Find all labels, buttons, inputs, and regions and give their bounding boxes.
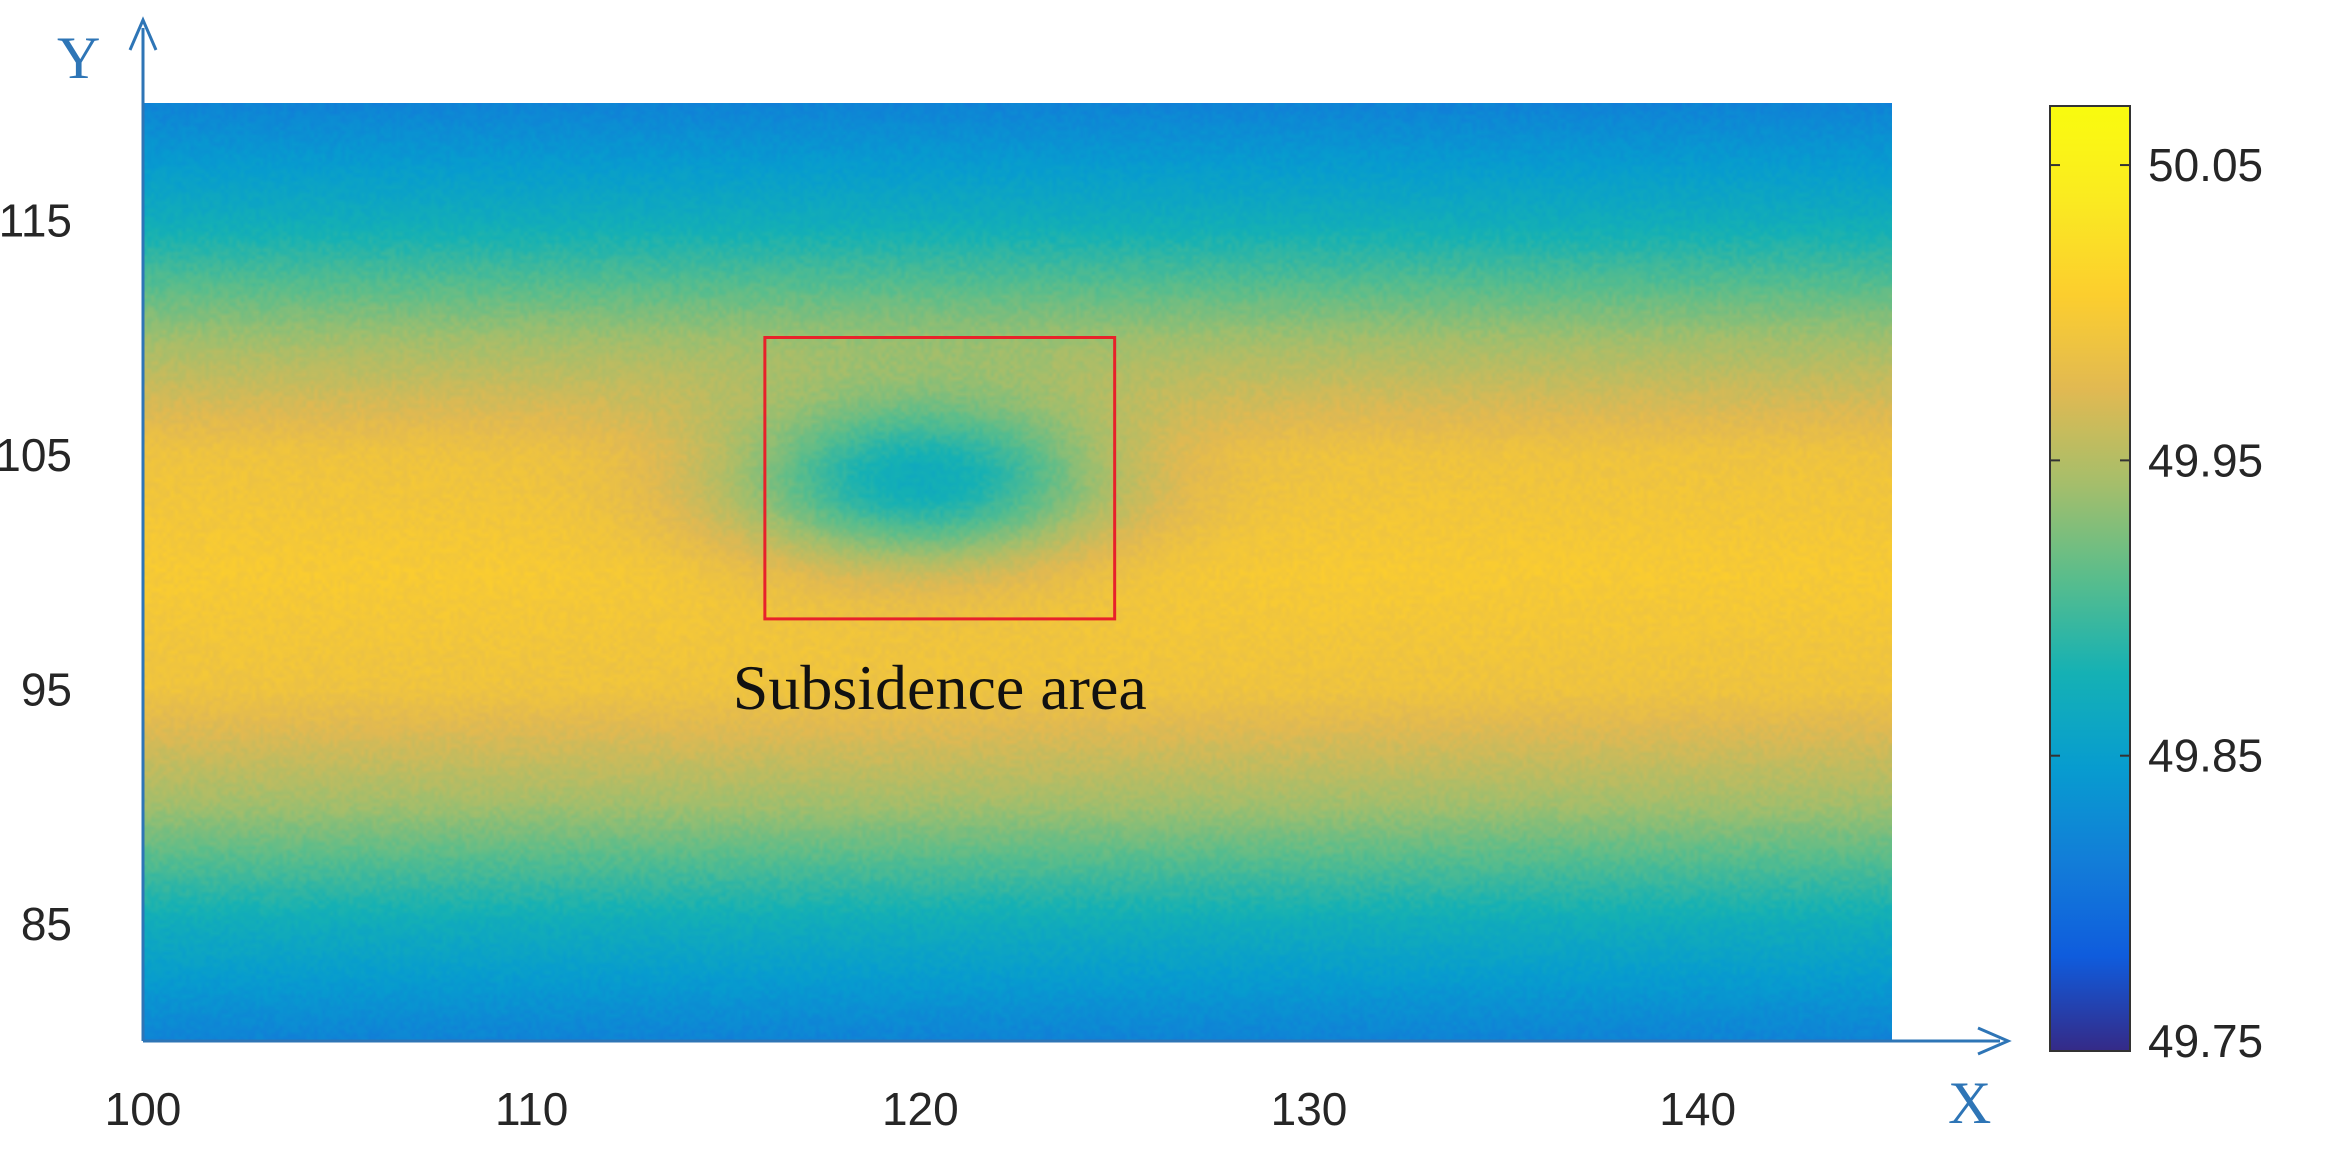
colorbar-tick-label: 49.95 — [2148, 434, 2263, 486]
subsidence-area-box — [763, 336, 1117, 621]
y-tick-label: 85 — [21, 898, 72, 950]
colorbar-tick-labels: 49.75 49.85 49.95 50.05 — [2050, 139, 2263, 1067]
heatmap-image — [143, 103, 1892, 1041]
x-axis-arrow — [1977, 1026, 2012, 1056]
y-tick-label: 105 — [0, 429, 72, 481]
subsidence-area-label: Subsidence area — [733, 652, 1147, 723]
x-tick-label: 120 — [882, 1083, 959, 1135]
y-tick-label: 115 — [0, 194, 72, 246]
colorbar-gradient — [2049, 105, 2131, 1052]
y-tick-label: 95 — [21, 663, 72, 715]
x-tick-label: 130 — [1271, 1083, 1348, 1135]
y-axis-arrow — [128, 16, 158, 51]
colorbar: 49.75 49.85 49.95 50.05 — [2049, 105, 2263, 1067]
x-tick-label: 110 — [495, 1083, 568, 1135]
x-axis-label: X — [1948, 1070, 1991, 1136]
colorbar-tick-label: 49.85 — [2148, 730, 2263, 782]
y-tick-labels: 85 95 105 115 — [0, 194, 72, 950]
x-tick-label: 100 — [105, 1083, 182, 1135]
colorbar-tick-label: 50.05 — [2148, 139, 2263, 191]
x-tick-label: 140 — [1659, 1083, 1736, 1135]
y-axis-label: Y — [57, 25, 100, 91]
x-tick-labels: 100 110 120 130 140 — [105, 1083, 1736, 1135]
colorbar-tick-label: 49.75 — [2148, 1015, 2263, 1067]
axes: Y X — [57, 16, 2012, 1136]
